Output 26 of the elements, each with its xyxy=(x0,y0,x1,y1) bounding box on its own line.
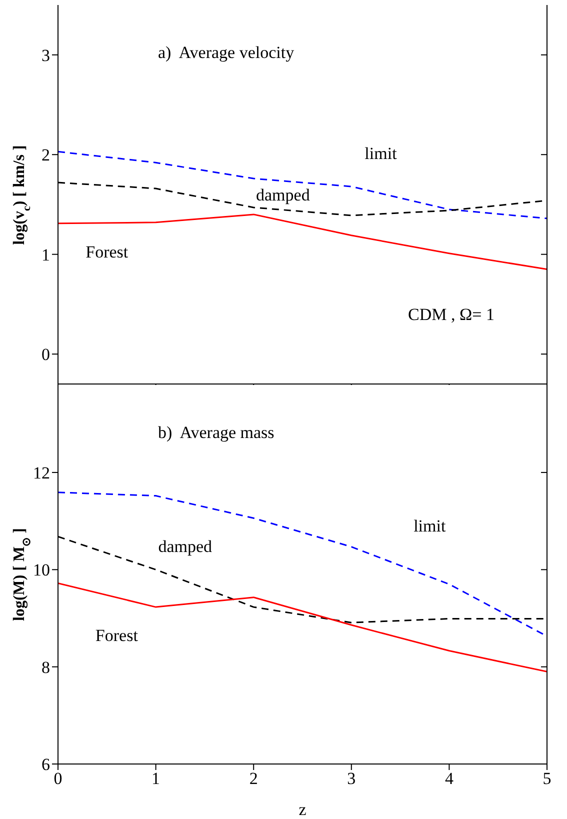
y-tick-label: 1 xyxy=(42,245,50,264)
y-tick-label: 8 xyxy=(42,658,50,677)
x-tick-label: 2 xyxy=(249,769,258,788)
series-label: limit xyxy=(414,516,446,536)
text: b) Average mass xyxy=(158,423,274,443)
x-tick-label: 3 xyxy=(347,769,356,788)
y-tick-label: 3 xyxy=(42,46,50,65)
annotation: CDM , Ω= 1 xyxy=(408,305,494,325)
x-tick-label: 5 xyxy=(542,769,552,788)
x-tick-label: 1 xyxy=(152,769,160,788)
x-axis-title: z xyxy=(298,800,307,819)
y-tick-label: 12 xyxy=(33,463,50,482)
y-tick-label: 6 xyxy=(42,755,50,774)
y-tick-label: 2 xyxy=(42,146,50,165)
series-label: Forest xyxy=(95,626,138,646)
series-label: damped xyxy=(158,537,213,556)
series-label: damped xyxy=(256,186,310,205)
series-label: limit xyxy=(364,144,398,163)
series-label: Forest xyxy=(86,242,128,262)
line-series xyxy=(58,582,547,672)
text: a) Average velocity xyxy=(158,43,294,63)
y-tick-label: 0 xyxy=(42,345,50,364)
x-tick-label: 4 xyxy=(444,769,454,788)
line-series xyxy=(58,214,547,270)
x-tick-label: 0 xyxy=(54,769,62,788)
y-tick-label: 10 xyxy=(33,560,50,580)
